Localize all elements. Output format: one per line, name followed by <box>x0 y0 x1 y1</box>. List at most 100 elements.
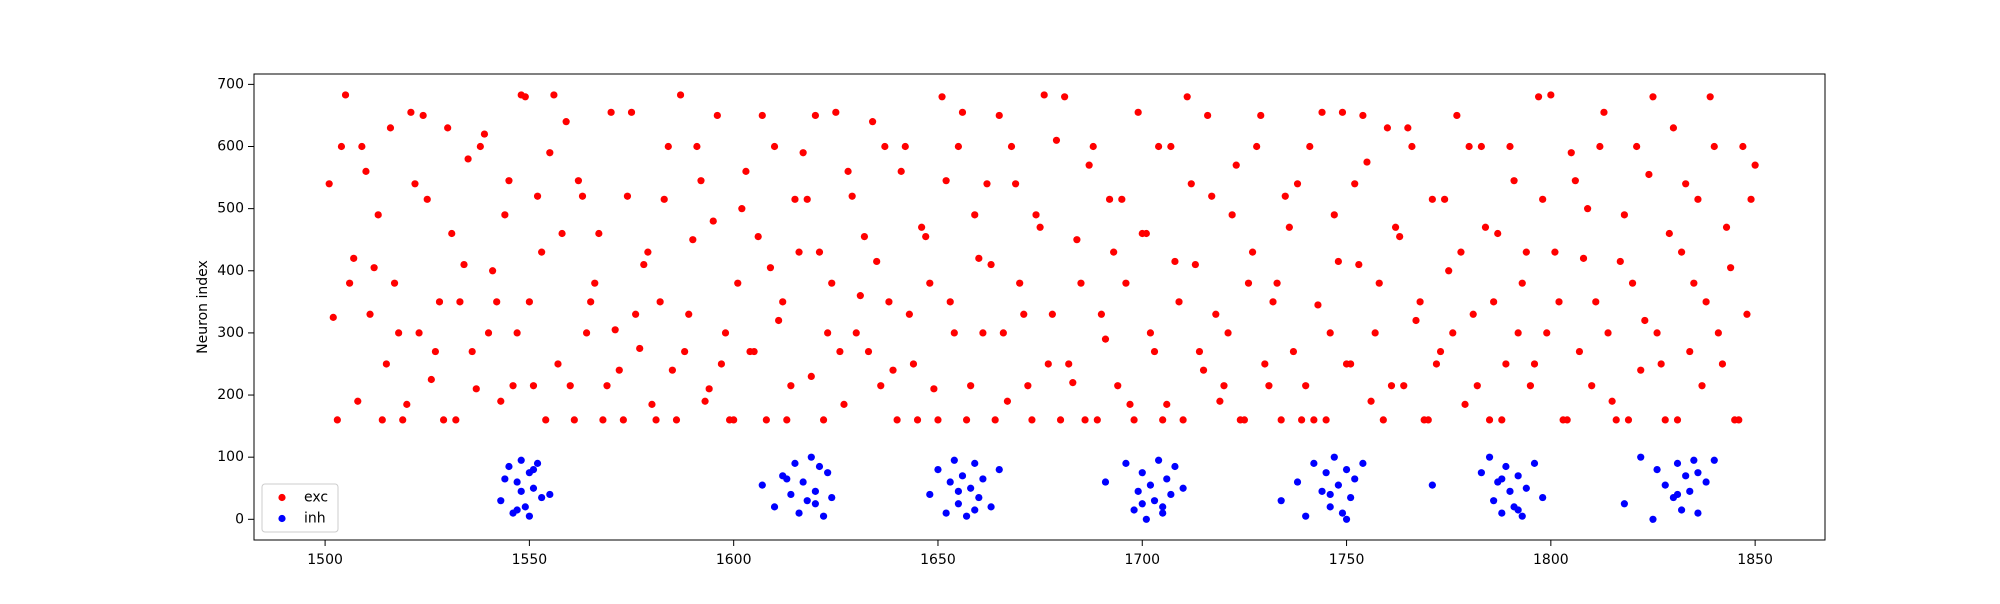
point <box>1261 360 1269 368</box>
point <box>705 385 713 393</box>
point <box>1682 180 1690 188</box>
point <box>717 360 726 368</box>
point <box>1244 279 1253 287</box>
point <box>533 459 542 467</box>
point <box>1253 142 1261 151</box>
point <box>1718 360 1727 368</box>
point <box>1739 142 1747 151</box>
point <box>975 493 983 502</box>
point <box>701 397 709 405</box>
point <box>439 416 448 424</box>
point <box>1101 478 1110 486</box>
point <box>603 382 611 390</box>
point <box>1146 481 1155 489</box>
point <box>1747 195 1755 203</box>
point <box>362 167 370 175</box>
point <box>386 124 395 132</box>
point <box>1743 310 1751 318</box>
point <box>550 91 558 99</box>
point <box>570 416 578 424</box>
point <box>664 142 672 151</box>
point <box>1694 195 1702 203</box>
y-tick-label: 500 <box>217 201 244 217</box>
point <box>607 108 615 116</box>
point <box>901 142 909 151</box>
point <box>1653 329 1661 337</box>
point <box>1563 416 1571 424</box>
point <box>599 416 607 424</box>
point <box>423 195 431 203</box>
point <box>370 264 378 272</box>
point <box>1575 347 1584 356</box>
point <box>1310 459 1318 467</box>
point <box>1457 248 1465 256</box>
point <box>640 260 648 269</box>
point <box>1584 205 1592 213</box>
point <box>1657 360 1665 368</box>
point <box>1710 142 1718 151</box>
point <box>1751 161 1759 169</box>
point <box>803 497 811 505</box>
point <box>513 478 521 486</box>
point <box>967 484 975 492</box>
point <box>905 310 913 318</box>
point <box>660 195 668 203</box>
point <box>472 385 480 393</box>
point <box>415 329 423 337</box>
point <box>497 397 505 405</box>
point <box>350 254 358 262</box>
point <box>460 260 468 269</box>
point <box>656 298 664 306</box>
point <box>1408 142 1416 151</box>
point <box>1073 236 1081 244</box>
point <box>1727 264 1735 272</box>
point <box>525 298 533 306</box>
point <box>946 478 954 486</box>
point <box>1490 298 1498 306</box>
point <box>1604 329 1612 337</box>
legend-marker <box>278 514 286 523</box>
point <box>676 91 685 99</box>
point <box>1628 279 1637 287</box>
point <box>538 248 546 256</box>
point <box>1706 93 1714 101</box>
point <box>738 205 746 213</box>
point <box>1142 515 1150 523</box>
point <box>1150 347 1159 356</box>
point <box>1183 93 1191 101</box>
point <box>1498 509 1506 517</box>
point <box>971 459 979 467</box>
point <box>1351 180 1359 188</box>
point <box>493 298 501 306</box>
point <box>1485 416 1494 424</box>
point <box>1277 416 1285 424</box>
x-tick-label: 1850 <box>1737 552 1773 568</box>
point <box>746 347 754 356</box>
point <box>1530 459 1539 467</box>
point <box>407 108 415 116</box>
point <box>358 142 366 151</box>
point <box>1204 111 1212 120</box>
point <box>1191 260 1199 269</box>
point <box>799 478 807 486</box>
point <box>950 329 958 337</box>
point <box>1449 329 1457 337</box>
point <box>615 366 623 374</box>
point <box>648 400 656 408</box>
point <box>868 118 877 126</box>
point <box>1522 248 1530 256</box>
point <box>1126 400 1134 408</box>
point <box>464 155 472 163</box>
point <box>578 192 587 200</box>
point <box>1351 475 1359 483</box>
point <box>1011 180 1020 188</box>
series-1 <box>497 453 1718 523</box>
point <box>558 229 566 238</box>
point <box>1702 298 1710 306</box>
point <box>587 298 595 306</box>
point <box>1539 493 1547 502</box>
point <box>983 180 991 188</box>
point <box>480 130 489 138</box>
point <box>824 469 832 477</box>
point <box>1677 506 1686 514</box>
